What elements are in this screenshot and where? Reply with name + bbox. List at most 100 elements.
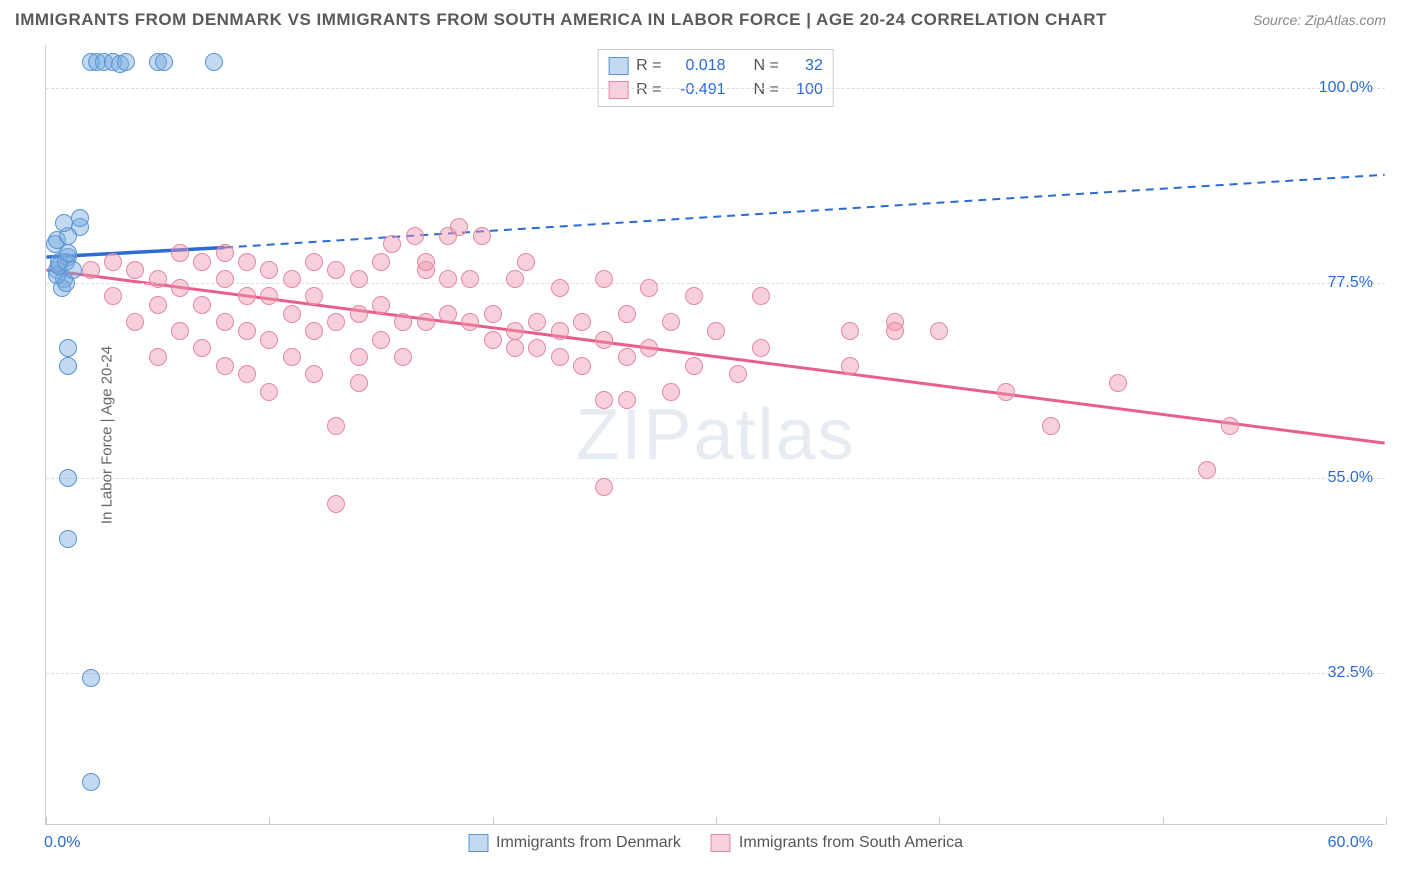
data-point-south-america [260,287,278,305]
data-point-south-america [305,322,323,340]
data-point-south-america [283,305,301,323]
chart-container: IMMIGRANTS FROM DENMARK VS IMMIGRANTS FR… [0,0,1406,892]
legend-item-denmark: Immigrants from Denmark [468,834,681,852]
data-point-south-america [841,357,859,375]
data-point-denmark [82,669,100,687]
data-point-south-america [618,305,636,323]
gridline [46,283,1385,284]
x-tick [1386,817,1387,825]
gridline [46,478,1385,479]
data-point-south-america [685,357,703,375]
y-tick-label: 32.5% [1328,664,1373,682]
x-tick [716,817,717,825]
n-label: N = [754,54,779,78]
data-point-south-america [841,322,859,340]
data-point-south-america [528,339,546,357]
data-point-denmark [59,530,77,548]
data-point-south-america [551,348,569,366]
data-point-denmark [55,214,73,232]
data-point-denmark [64,261,82,279]
data-point-denmark [82,773,100,791]
y-axis-label: In Labor Force | Age 20-24 [99,345,116,523]
data-point-south-america [260,383,278,401]
data-point-south-america [473,227,491,245]
r-value: -0.491 [670,78,726,102]
data-point-denmark [155,53,173,71]
data-point-south-america [171,244,189,262]
data-point-south-america [260,331,278,349]
data-point-south-america [707,322,725,340]
data-point-south-america [372,331,390,349]
data-point-south-america [171,322,189,340]
data-point-south-america [573,357,591,375]
data-point-south-america [1198,461,1216,479]
n-value: 32 [787,54,823,78]
data-point-south-america [662,313,680,331]
data-point-south-america [126,313,144,331]
gridline [46,673,1385,674]
data-point-denmark [117,53,135,71]
data-point-south-america [238,253,256,271]
data-point-south-america [685,287,703,305]
data-point-south-america [193,296,211,314]
data-point-south-america [506,322,524,340]
data-point-south-america [506,270,524,288]
data-point-south-america [886,322,904,340]
data-point-south-america [640,279,658,297]
data-point-south-america [350,348,368,366]
data-point-south-america [573,313,591,331]
data-point-south-america [372,253,390,271]
x-tick [939,817,940,825]
data-point-south-america [394,313,412,331]
data-point-south-america [383,235,401,253]
data-point-south-america [350,270,368,288]
plot-area: In Labor Force | Age 20-24 ZIPatlas R = … [45,45,1385,825]
data-point-south-america [104,287,122,305]
data-point-south-america [1221,417,1239,435]
data-point-south-america [238,365,256,383]
data-point-denmark [59,244,77,262]
swatch-blue-icon [608,57,628,75]
data-point-south-america [327,313,345,331]
stats-row-denmark: R = 0.018 N = 32 [608,54,823,78]
data-point-south-america [640,339,658,357]
data-point-south-america [372,296,390,314]
data-point-south-america [82,261,100,279]
data-point-south-america [595,391,613,409]
data-point-south-america [283,348,301,366]
data-point-south-america [238,287,256,305]
data-point-south-america [193,339,211,357]
data-point-south-america [126,261,144,279]
y-tick-label: 77.5% [1328,274,1373,292]
data-point-south-america [517,253,535,271]
r-label: R = [636,54,661,78]
x-tick [1163,817,1164,825]
legend-label: Immigrants from Denmark [496,834,681,852]
data-point-south-america [528,313,546,331]
data-point-south-america [149,296,167,314]
data-point-south-america [450,218,468,236]
swatch-pink-icon [711,834,731,852]
r-label: R = [636,78,661,102]
y-tick-label: 55.0% [1328,469,1373,487]
swatch-blue-icon [468,834,488,852]
data-point-south-america [216,313,234,331]
data-point-south-america [662,383,680,401]
data-point-denmark [59,339,77,357]
data-point-south-america [350,305,368,323]
r-value: 0.018 [670,54,726,78]
data-point-south-america [327,261,345,279]
legend-label: Immigrants from South America [739,834,963,852]
data-point-south-america [752,287,770,305]
data-point-south-america [216,357,234,375]
data-point-south-america [305,253,323,271]
watermark: ZIPatlas [575,394,855,476]
data-point-south-america [406,227,424,245]
data-point-denmark [59,357,77,375]
y-tick-label: 100.0% [1319,79,1373,97]
x-tick [493,817,494,825]
n-value: 100 [787,78,823,102]
data-point-south-america [997,383,1015,401]
x-axis-max-label: 60.0% [1328,834,1373,852]
data-point-south-america [595,270,613,288]
